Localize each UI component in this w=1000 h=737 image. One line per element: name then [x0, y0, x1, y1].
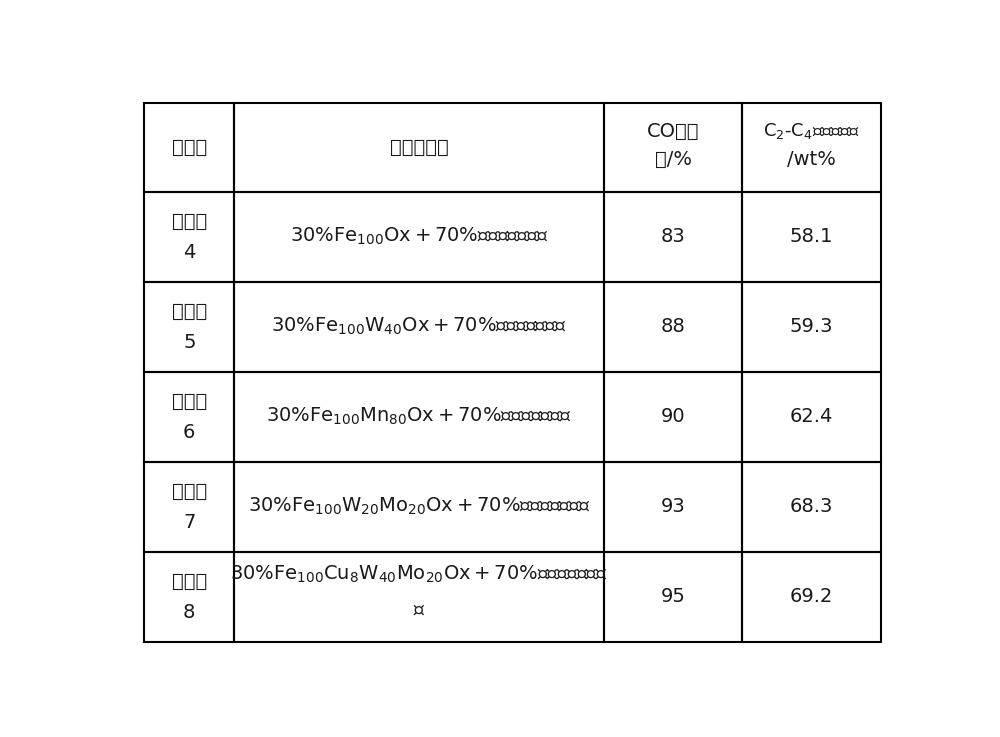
Text: $\mathregular{C_2}$-$\mathregular{C_4}$烯烃选择性: $\mathregular{C_2}$-$\mathregular{C_4}$烯… — [763, 121, 860, 142]
Text: 实施例
6: 实施例 6 — [172, 391, 207, 441]
Bar — [604, 461, 742, 552]
Text: $\mathrm{30\%Fe}_{100}\mathrm{W}_{20}\mathrm{Mo}_{20}\mathrm{Ox+70\%大表面多孔陶瓷}$: $\mathrm{30\%Fe}_{100}\mathrm{W}_{20}\ma… — [248, 496, 590, 517]
Text: 83: 83 — [661, 227, 685, 246]
Text: /wt%: /wt% — [787, 150, 836, 169]
Text: 88: 88 — [661, 317, 685, 336]
Bar — [742, 102, 881, 192]
Bar — [234, 371, 604, 461]
Text: 59.3: 59.3 — [790, 317, 833, 336]
Text: $\mathrm{30\%Fe}_{100}\mathrm{Cu}_{8}\mathrm{W}_{40}\mathrm{Mo}_{20}\mathrm{Ox+7: $\mathrm{30\%Fe}_{100}\mathrm{Cu}_{8}\ma… — [230, 563, 608, 584]
Text: 69.2: 69.2 — [790, 587, 833, 607]
Text: 实施例
7: 实施例 7 — [172, 482, 207, 531]
Bar — [742, 192, 881, 282]
Text: 实施例
5: 实施例 5 — [172, 301, 207, 352]
Text: 实施例
8: 实施例 8 — [172, 572, 207, 622]
Bar — [742, 552, 881, 642]
Bar — [234, 282, 604, 371]
Text: $\mathrm{30\%Fe}_{100}\mathrm{W}_{40}\mathrm{Ox+70\%大表面多孔陶瓷}$: $\mathrm{30\%Fe}_{100}\mathrm{W}_{40}\ma… — [271, 316, 567, 338]
Bar — [742, 461, 881, 552]
Bar — [604, 552, 742, 642]
Text: $\mathrm{30\%Fe}_{100}\mathrm{Ox+70\%大表面多孔陶瓷}$: $\mathrm{30\%Fe}_{100}\mathrm{Ox+70\%大表面… — [290, 226, 548, 247]
Bar — [604, 192, 742, 282]
Bar — [144, 552, 234, 642]
Bar — [234, 192, 604, 282]
Text: $\mathrm{30\%Fe}_{100}\mathrm{Mn}_{80}\mathrm{Ox+70\%大表面多孔陶瓷}$: $\mathrm{30\%Fe}_{100}\mathrm{Mn}_{80}\m… — [266, 406, 572, 427]
Text: 90: 90 — [661, 407, 685, 426]
Bar — [604, 102, 742, 192]
Text: CO转化: CO转化 — [647, 122, 699, 141]
Bar — [604, 371, 742, 461]
Bar — [144, 102, 234, 192]
Text: 95: 95 — [661, 587, 685, 607]
Bar — [742, 282, 881, 371]
Text: 58.1: 58.1 — [790, 227, 833, 246]
Bar — [144, 461, 234, 552]
Bar — [144, 192, 234, 282]
Bar — [234, 461, 604, 552]
Text: 68.3: 68.3 — [790, 497, 833, 516]
Text: $\mathrm{瓷}$: $\mathrm{瓷}$ — [413, 600, 425, 618]
Text: 实施例: 实施例 — [172, 138, 207, 156]
Bar — [144, 282, 234, 371]
Bar — [144, 371, 234, 461]
Text: 93: 93 — [661, 497, 685, 516]
Bar — [604, 282, 742, 371]
Text: 催化剂组成: 催化剂组成 — [390, 138, 448, 156]
Text: 实施例
4: 实施例 4 — [172, 212, 207, 262]
Text: 62.4: 62.4 — [790, 407, 833, 426]
Bar — [234, 552, 604, 642]
Bar — [234, 102, 604, 192]
Bar — [742, 371, 881, 461]
Text: 率/%: 率/% — [655, 150, 692, 169]
